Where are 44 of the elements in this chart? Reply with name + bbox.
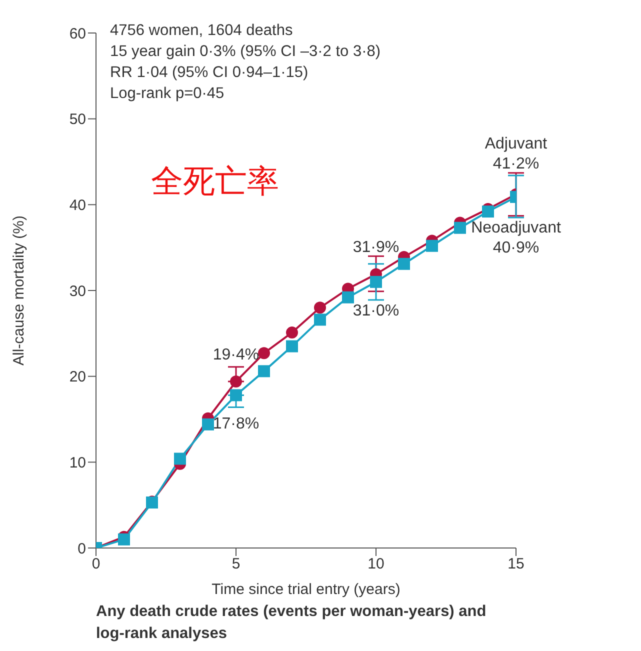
x-tick-label: 5	[232, 556, 240, 573]
x-axis-title: Time since trial entry (years)	[212, 581, 400, 598]
y-tick-label: 30	[69, 282, 86, 300]
annotation: 41·2%	[492, 155, 540, 172]
point	[398, 258, 410, 270]
point	[342, 291, 354, 304]
series-label: Neoadjuvant	[471, 219, 562, 236]
y-tick-label: 40	[69, 196, 86, 214]
point	[454, 222, 466, 234]
y-axis-title: All-cause mortality (%)	[10, 215, 28, 366]
point	[314, 302, 326, 314]
annotation: 31·9%	[352, 239, 400, 256]
y-tick-label: 10	[69, 454, 86, 472]
text: Adjuvant	[484, 135, 548, 152]
point	[258, 365, 270, 378]
point	[426, 240, 438, 252]
point	[230, 389, 242, 402]
annotation: 全死亡率	[151, 162, 279, 201]
point	[314, 314, 326, 326]
x-tick-label: 0	[92, 556, 100, 573]
point	[230, 375, 242, 388]
point	[118, 533, 130, 546]
point	[482, 206, 494, 218]
y-tick-label: 20	[69, 368, 86, 386]
y-tick-label: 60	[69, 25, 86, 42]
point	[202, 418, 214, 430]
annotation: 15 year gain 0·3% (95% CI –3·2 to 3·8)	[110, 42, 381, 62]
x-tick-label: 10	[368, 556, 384, 573]
point	[258, 347, 270, 360]
x-tick-label: 15	[508, 556, 524, 573]
annotation: 19·4%	[212, 346, 260, 364]
y-tick-label: 50	[69, 111, 86, 128]
annotation: 4756 women, 1604 deaths	[110, 21, 294, 41]
annotation: Log-rank p=0·45	[110, 84, 226, 104]
point	[174, 452, 186, 465]
annotation: 40·9%	[492, 239, 540, 256]
annotation: 17·8%	[212, 416, 260, 433]
annotation: RR 1·04 (95% CI 0·94–1·15)	[110, 63, 310, 83]
text: Any death crude rates (events per woman-years) and log-rank analyses	[96, 602, 488, 644]
point	[286, 326, 298, 339]
point	[370, 276, 382, 288]
y-tick-label: 0	[78, 540, 86, 558]
annotation: 31·0%	[352, 302, 400, 320]
point	[286, 340, 298, 352]
